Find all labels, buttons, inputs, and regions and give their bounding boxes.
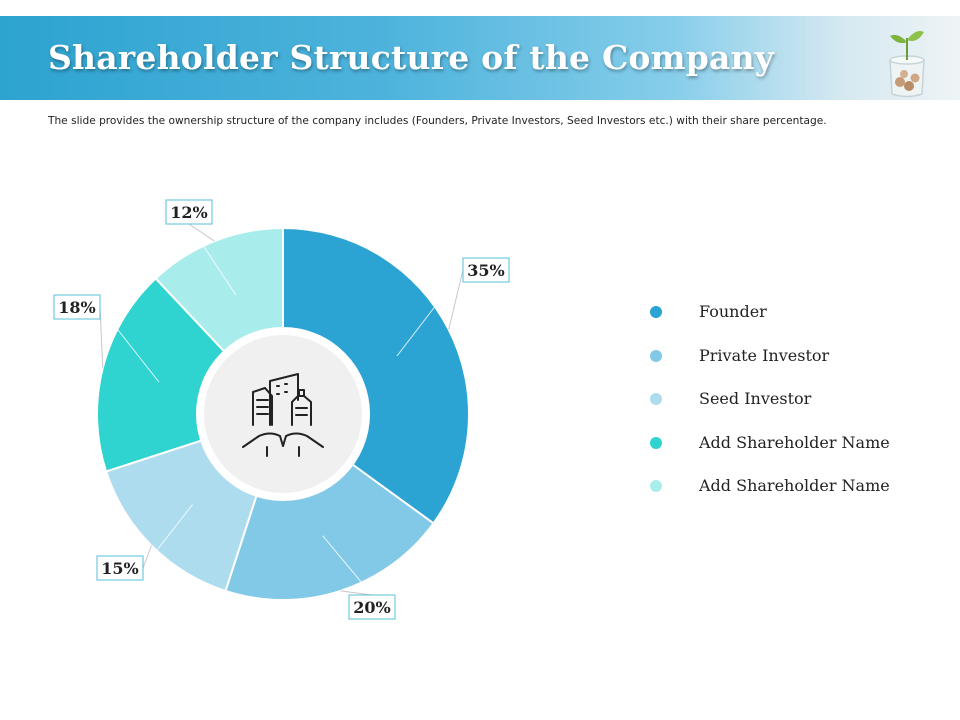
- data-label-4: 18%: [58, 298, 95, 317]
- legend-swatch-3: [650, 393, 662, 405]
- legend-label-1: Founder: [699, 302, 767, 321]
- data-label-2: 20%: [353, 598, 390, 617]
- data-label-box-2: [348, 594, 396, 620]
- leader-line-outer-5: [188, 223, 215, 242]
- legend-label-2: Private Investor: [699, 345, 830, 365]
- data-label-box-3: [96, 555, 144, 581]
- leader-line-3: [142, 504, 193, 569]
- legend-label-4: Add Shareholder Name: [699, 432, 890, 452]
- legend-swatch-4: [650, 436, 662, 449]
- page-title: Shareholder Structure of the Company: [48, 38, 775, 77]
- leader-line-2: [322, 535, 373, 596]
- header-banner: Shareholder Structure of the Company: [0, 16, 960, 100]
- data-label-box-1: [462, 257, 510, 283]
- data-label-3: 15%: [101, 559, 138, 578]
- data-label-box-4: [53, 294, 101, 320]
- data-label-box-5: [165, 199, 213, 225]
- leader-line-5: [188, 223, 237, 296]
- leader-line-outer-3: [142, 545, 152, 569]
- leader-line-4: [99, 306, 160, 383]
- data-label-1: 35%: [467, 261, 504, 280]
- slide-description: The slide provides the ownership structu…: [48, 115, 827, 127]
- legend-label-3: Seed Investor: [699, 389, 812, 408]
- data-label-5: 12%: [170, 203, 207, 222]
- leader-line-outer-1: [448, 269, 464, 330]
- city-buildings-in-hands-icon: [242, 373, 324, 457]
- leader-line-1: [396, 269, 464, 357]
- legend-label-5: Add Shareholder Name: [699, 476, 890, 495]
- leader-line-outer-2: [340, 590, 373, 596]
- legend-swatch-2: [650, 349, 662, 362]
- legend-swatch-1: [650, 306, 662, 318]
- legend-swatch-5: [650, 480, 662, 492]
- donut-center: [204, 335, 362, 493]
- plant-coins-jar-icon: [889, 31, 925, 98]
